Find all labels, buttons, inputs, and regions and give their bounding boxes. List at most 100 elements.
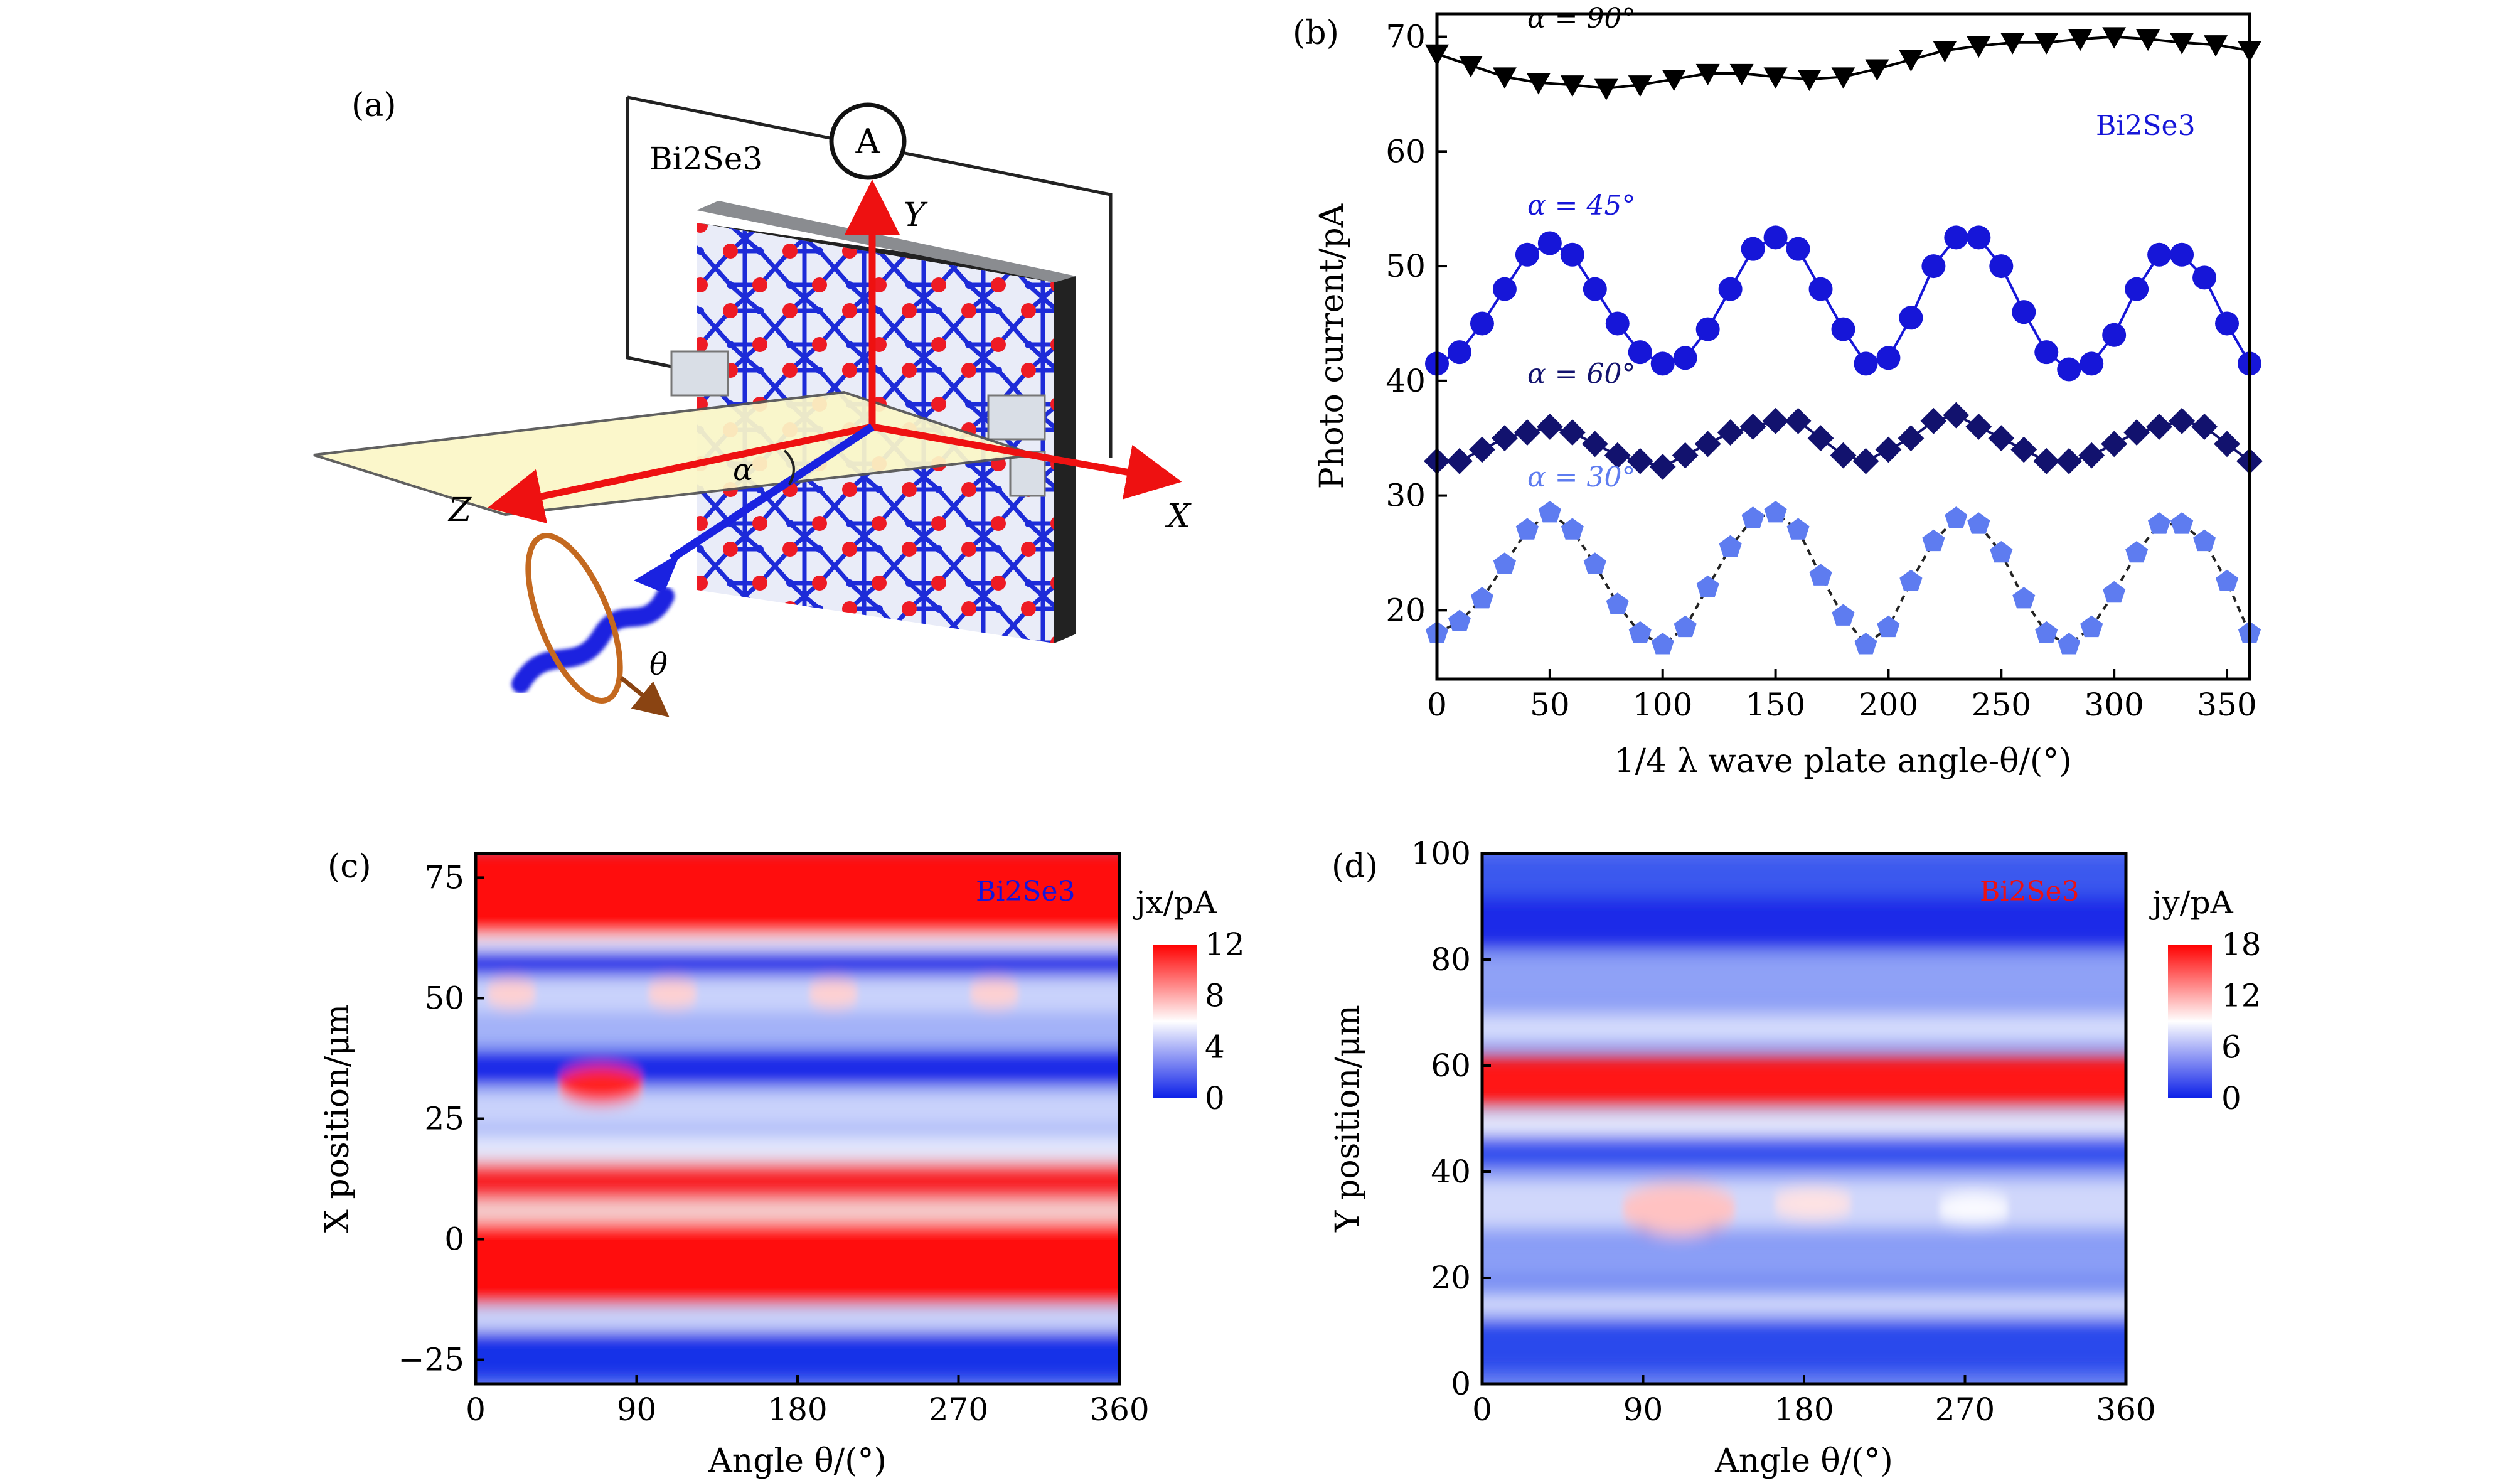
data-point bbox=[2078, 442, 2105, 469]
y-tick-label: 30 bbox=[1385, 478, 1426, 514]
data-point bbox=[2102, 27, 2127, 49]
data-point bbox=[1695, 317, 1720, 341]
data-point bbox=[1604, 442, 1631, 469]
panel-c-heatmap-image bbox=[476, 854, 1119, 1384]
panel-c-colorbar-label: jx/pA bbox=[1133, 884, 1217, 921]
data-point bbox=[1786, 237, 1810, 261]
x-tick-label: 250 bbox=[1972, 687, 2031, 723]
data-point bbox=[1492, 277, 1517, 301]
data-point bbox=[1650, 351, 1675, 376]
series-2 bbox=[1424, 402, 2263, 480]
data-point bbox=[2103, 581, 2126, 603]
panel-b-y-axis-label: Photo current/pA bbox=[1313, 203, 1351, 489]
panel-d-label: (d) bbox=[1332, 848, 1378, 886]
y-tick-label: 70 bbox=[1385, 19, 1426, 55]
data-point bbox=[1877, 615, 1900, 638]
theta-label: θ bbox=[649, 647, 668, 682]
data-point bbox=[1967, 225, 1991, 250]
x-tick-label: 0 bbox=[1427, 687, 1447, 723]
data-point bbox=[1536, 414, 1563, 440]
y-tick-label: 40 bbox=[1431, 1154, 1471, 1190]
x-tick-label: 360 bbox=[1089, 1391, 1149, 1428]
data-point bbox=[1628, 75, 1652, 97]
y-tick-label: 100 bbox=[1411, 835, 1471, 872]
electrode-right bbox=[987, 394, 1046, 441]
x-tick-label: 0 bbox=[1472, 1391, 1492, 1428]
data-point bbox=[1673, 346, 1697, 370]
colorbar-tick-label: 6 bbox=[2221, 1029, 2241, 1065]
data-point bbox=[2147, 242, 2172, 267]
light-beam bbox=[669, 423, 875, 562]
z-axis-label: Z bbox=[447, 491, 472, 529]
data-point bbox=[1944, 225, 1968, 250]
colorbar-tick-label: 0 bbox=[2221, 1080, 2241, 1116]
data-point bbox=[2146, 414, 2173, 440]
data-point bbox=[2214, 431, 2240, 458]
panel-a-label: (a) bbox=[351, 87, 397, 124]
z-axis-arrow bbox=[487, 423, 873, 523]
data-point bbox=[1696, 575, 1719, 597]
x-tick-label: 350 bbox=[2197, 687, 2256, 723]
y-tick-label: 75 bbox=[424, 859, 464, 896]
data-point bbox=[1695, 63, 1720, 86]
data-point bbox=[2068, 29, 2093, 51]
data-point bbox=[1875, 436, 1902, 463]
data-point bbox=[2169, 407, 2195, 434]
data-point bbox=[1515, 518, 1539, 540]
data-point bbox=[1718, 277, 1743, 301]
data-point bbox=[1990, 541, 2013, 563]
y-tick-label: 50 bbox=[424, 980, 464, 1016]
ring-arrow bbox=[619, 676, 670, 717]
x-tick-label: 100 bbox=[1633, 687, 1692, 723]
colorbar-tick-label: 0 bbox=[1205, 1080, 1225, 1116]
x-axis-arrow bbox=[872, 423, 1182, 500]
data-point bbox=[2191, 414, 2218, 440]
panel-c-y-ticks: −25 0 25 50 75 bbox=[398, 859, 484, 1378]
x-tick-label: 50 bbox=[1530, 687, 1570, 723]
beam-arrowhead bbox=[634, 552, 681, 593]
data-point bbox=[1559, 419, 1586, 446]
data-point bbox=[1899, 306, 1923, 330]
data-point bbox=[1831, 317, 1855, 341]
data-point bbox=[1830, 442, 1857, 469]
data-point bbox=[1628, 340, 1652, 365]
data-point bbox=[1921, 254, 1946, 279]
data-point bbox=[1470, 311, 1494, 336]
data-point bbox=[2101, 431, 2128, 458]
data-point bbox=[1854, 633, 1877, 655]
data-point bbox=[1469, 436, 1495, 463]
data-point bbox=[2034, 33, 2059, 55]
ammeter-label: A bbox=[855, 122, 881, 161]
data-point bbox=[1515, 242, 1539, 267]
data-point bbox=[1807, 425, 1834, 452]
data-point bbox=[2170, 33, 2194, 55]
data-point bbox=[2170, 512, 2194, 534]
data-point bbox=[1583, 277, 1607, 301]
data-point bbox=[1945, 506, 1968, 528]
data-point bbox=[1899, 50, 1923, 72]
data-point bbox=[1537, 231, 1562, 255]
series-label: α = 30° bbox=[1527, 461, 1636, 493]
y-axis-label: Y bbox=[904, 196, 928, 234]
panel-d-colorbar-ticks: 0 6 12 18 bbox=[2221, 926, 2261, 1116]
data-point bbox=[2035, 621, 2058, 643]
data-point bbox=[2012, 300, 2036, 324]
panel-b-plot-area: α = 90° α = 45° α = 60° α = 30° bbox=[1424, 3, 2263, 655]
data-point bbox=[1594, 78, 1618, 100]
data-point bbox=[1674, 615, 1697, 638]
x-tick-label: 360 bbox=[2096, 1391, 2155, 1428]
y-tick-label: 0 bbox=[444, 1221, 464, 1258]
series-0 bbox=[1425, 27, 2261, 100]
panel-d-material-label: Bi2Se3 bbox=[1980, 875, 2080, 907]
data-point bbox=[2058, 633, 2081, 655]
data-point bbox=[1626, 447, 1653, 474]
data-point bbox=[1763, 225, 1788, 250]
data-point bbox=[1719, 535, 1742, 557]
data-point bbox=[2170, 242, 2194, 267]
panel-c-x-axis-label: Angle θ/(°) bbox=[708, 1442, 887, 1480]
data-point bbox=[1852, 447, 1879, 474]
data-point bbox=[1447, 340, 1471, 365]
